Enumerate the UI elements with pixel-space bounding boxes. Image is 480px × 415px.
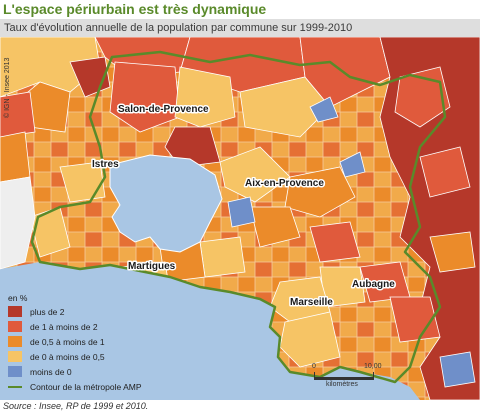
legend-label: de 1 à moins de 2 [30, 321, 98, 332]
city-label-aix: Aix-en-Provence [245, 178, 324, 189]
map-subtitle: Taux d'évolution annuelle de la populati… [0, 19, 480, 37]
legend-label: plus de 2 [30, 306, 65, 317]
legend-label: de 0 à moins de 0,5 [30, 351, 105, 362]
legend-item: de 1 à moins de 2 [8, 319, 184, 334]
legend-item: plus de 2 [8, 304, 184, 319]
scale-max: 10,00 [364, 363, 382, 370]
scale-unit: kilomètres [326, 381, 358, 388]
scale-tick [373, 372, 374, 380]
city-label-marseille: Marseille [290, 297, 333, 308]
legend-contour-swatch [8, 385, 22, 388]
city-label-aubagne: Aubagne [352, 279, 395, 290]
outside-area [0, 176, 36, 270]
mediterranean-sea [0, 262, 420, 400]
legend-label: de 0,5 à moins de 1 [30, 336, 105, 347]
legend-label: Contour de la métropole AMP [30, 381, 142, 392]
source-note: Source : Insee, RP de 1999 et 2010. [3, 401, 149, 411]
legend: en % plus de 2 de 1 à moins de 2 de 0,5 … [8, 292, 184, 396]
etang-de-berre [109, 154, 223, 253]
map-svg: Salon-de-Provence Istres Aix-en-Provence… [0, 37, 480, 400]
scale-bar-line [314, 377, 374, 380]
legend-title: en % [8, 293, 28, 303]
legend-item: moins de 0 [8, 364, 184, 379]
legend-swatch [8, 321, 22, 332]
legend-label: moins de 0 [30, 366, 72, 377]
scale-zero: 0 [312, 363, 316, 370]
city-label-martigues: Martigues [128, 261, 176, 272]
copyright-credit: © IGN - Insee 2013 [4, 57, 11, 118]
eastern-communes [379, 37, 480, 400]
choropleth-map: Salon-de-Provence Istres Aix-en-Provence… [0, 37, 480, 400]
legend-swatch [8, 351, 22, 362]
scale-tick [314, 372, 315, 380]
legend-swatch [8, 306, 22, 317]
scale-bar: 0 10,00 kilomètres [312, 363, 392, 392]
city-label-istres: Istres [92, 159, 119, 170]
commune-patches [0, 37, 411, 368]
legend-swatch [8, 336, 22, 347]
city-label-salon: Salon-de-Provence [118, 104, 209, 115]
legend-item: de 0,5 à moins de 1 [8, 334, 184, 349]
legend-item: de 0 à moins de 0,5 [8, 349, 184, 364]
legend-item-contour: Contour de la métropole AMP [8, 379, 184, 394]
legend-swatch [8, 366, 22, 377]
map-title: L'espace périurbain est très dynamique [3, 1, 267, 17]
